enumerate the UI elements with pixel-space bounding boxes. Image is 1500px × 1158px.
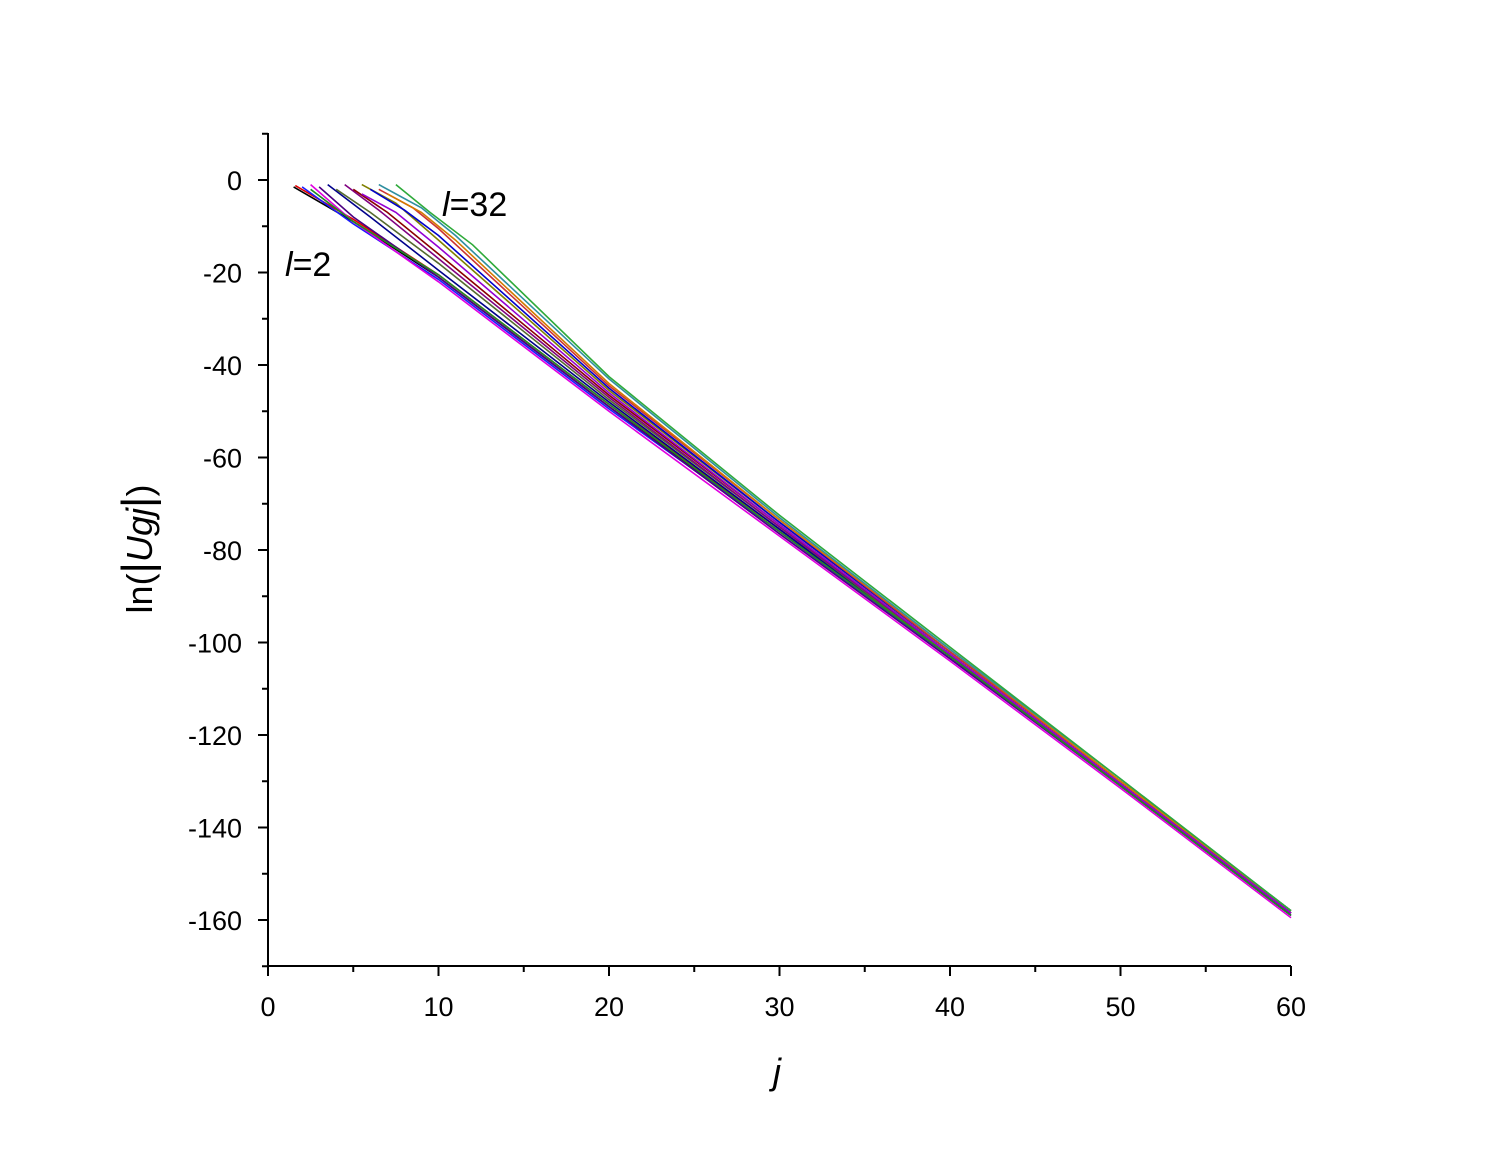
y-axis-title-symbol: Ug xyxy=(119,516,160,562)
series-line-13 xyxy=(387,193,1292,912)
y-tick-label--120: -120 xyxy=(188,721,242,751)
series-line-14 xyxy=(378,183,1292,912)
y-tick-label--40: -40 xyxy=(203,351,242,381)
x-tick-label-10: 10 xyxy=(423,992,453,1022)
annotation-l2-text: =2 xyxy=(293,246,332,284)
annotation-l32-italic: l xyxy=(442,186,451,224)
y-tick-label--20: -20 xyxy=(203,259,242,289)
x-tick-label-20: 20 xyxy=(594,992,624,1022)
y-axis-title-bar-right: | xyxy=(113,497,162,508)
series-line-1 xyxy=(293,186,1292,917)
y-tick-label-0: 0 xyxy=(227,166,242,196)
y-tick-label--80: -80 xyxy=(203,536,242,566)
annotation-l2: l=2 xyxy=(285,246,331,284)
series-line-9 xyxy=(361,193,1292,914)
series-line-3 xyxy=(301,186,1292,917)
y-axis-title: ln(|Ugj|) xyxy=(113,485,162,614)
series-line-10 xyxy=(361,183,1292,912)
x-tick-label-60: 60 xyxy=(1276,992,1306,1022)
series-line-12 xyxy=(378,188,1292,912)
x-tick-label-30: 30 xyxy=(764,992,794,1022)
x-axis-title: j xyxy=(768,1051,782,1092)
series-layer xyxy=(293,183,1292,919)
series-line-15 xyxy=(395,183,1292,912)
series-line-2 xyxy=(294,184,1292,917)
series-line-17 xyxy=(310,188,1292,917)
series-line-11 xyxy=(369,188,1292,912)
axes-layer xyxy=(267,133,1291,967)
x-tick-label-40: 40 xyxy=(935,992,965,1022)
y-tick-label--140: -140 xyxy=(188,814,242,844)
x-tick-label-50: 50 xyxy=(1105,992,1135,1022)
x-tick-label-0: 0 xyxy=(260,992,275,1022)
y-axis-title-prefix: ln( xyxy=(119,573,160,613)
y-tick-label--100: -100 xyxy=(188,629,242,659)
ticks-layer xyxy=(258,132,1292,976)
y-axis-title-suffix: ) xyxy=(119,485,160,497)
annotation-l32: l=32 xyxy=(442,186,507,224)
y-tick-label--60: -60 xyxy=(203,444,242,474)
annotation-l2-italic: l xyxy=(285,246,294,284)
y-axis-title-bar-left: | xyxy=(113,562,162,573)
series-line-4 xyxy=(310,183,1292,919)
annotation-l32-text: =32 xyxy=(450,186,508,224)
y-tick-label--160: -160 xyxy=(188,906,242,936)
labels-layer: 0 10 20 30 40 50 60 0 -20 -40 -60 -80 -100 -120 -140 -1… xyxy=(188,166,1306,1022)
